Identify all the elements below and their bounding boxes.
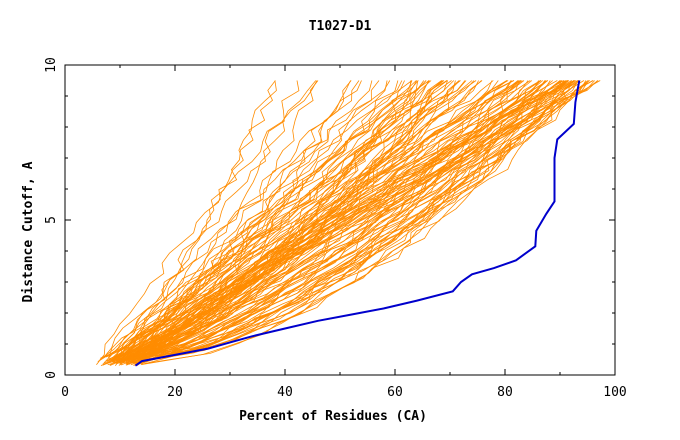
other-model-line [121,80,448,360]
axis-ticks: 0 20 40 60 80 100 0 5 10 [44,57,627,400]
other-model-line [131,80,547,363]
other-model-line [100,80,300,366]
other-model-line [136,80,585,364]
other-model-line [126,80,541,359]
other-model-line [105,80,413,358]
other-model-line [121,80,509,361]
highlight-series-group [134,80,581,367]
other-model-line [125,80,520,366]
other-model-line [118,80,456,360]
other-model-line [138,80,572,361]
y-axis-label: Distance Cutoff, A [21,161,36,302]
other-model-line [111,80,430,363]
x-tick-label: 20 [167,385,183,400]
other-model-line [130,80,541,361]
other-model-line [112,80,445,360]
x-tick-label: 80 [497,385,513,400]
other-model-line [119,80,508,365]
other-model-line [97,80,351,362]
other-model-line [144,80,575,364]
other-model-line [136,80,599,366]
other-model-line [112,80,425,364]
other-model-line [121,80,473,357]
other-model-line [118,80,494,366]
other-model-line [124,80,521,359]
chart-title: T1027-D1 [309,19,372,34]
other-model-line [125,80,553,363]
x-tick-label: 60 [387,385,403,400]
y-tick-label: 5 [44,216,59,224]
other-model-line [108,80,405,359]
other-model-line [96,80,317,365]
other-model-line [125,80,546,361]
x-tick-label: 100 [603,385,626,400]
other-models-series-group [96,80,601,367]
other-model-line [125,80,519,360]
x-tick-label: 0 [61,385,69,400]
other-model-line [140,80,594,365]
other-model-line [143,80,590,358]
other-model-line [114,80,460,364]
other-model-line [141,80,594,361]
other-model-line [108,80,419,360]
highlight-series-line [134,80,581,367]
other-model-line [120,80,444,362]
other-model-line [120,80,523,364]
other-model-line [130,80,580,364]
x-tick-label: 40 [277,385,293,400]
x-axis-label: Percent of Residues (CA) [239,409,427,424]
other-model-line [135,80,588,365]
y-tick-label: 0 [44,371,59,379]
other-model-line [132,80,576,364]
other-model-line [142,80,576,365]
other-model-line [116,80,493,361]
other-model-line [99,80,277,360]
other-model-line [100,80,276,359]
y-tick-label: 10 [44,57,59,73]
other-model-line [115,80,427,359]
other-model-line [106,80,362,364]
other-model-line [133,80,569,366]
other-model-line [111,80,417,363]
